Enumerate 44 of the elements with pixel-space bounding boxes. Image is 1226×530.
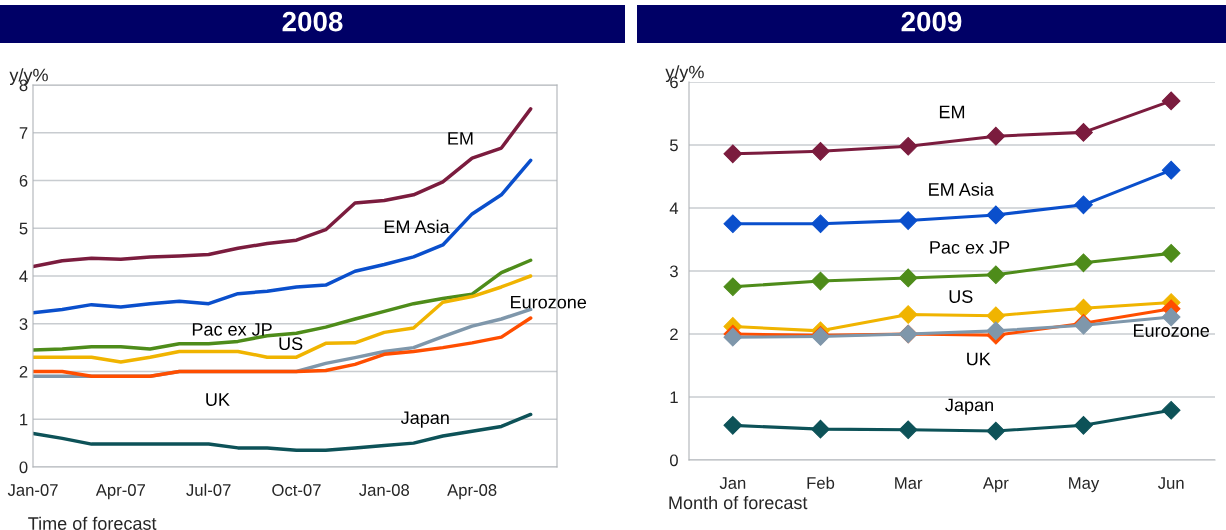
x-tick-label: May [1069,477,1100,493]
x-axis-title: Month of forecast [669,495,808,510]
y-tick-label: 7 [19,127,28,139]
y-tick-label: 1 [670,391,678,404]
series-label: EM [939,105,965,119]
y-tick-label: 6 [19,174,28,187]
y-tick-label: 3 [19,318,28,330]
chart-title: 2008 [282,11,343,32]
series-label: US [949,290,973,303]
y-tick-label: 4 [19,270,28,283]
x-tick-label: Apr [982,477,1009,493]
series-label: UK [967,352,991,366]
x-tick-label: Feb [807,476,835,489]
y-tick-label: 3 [669,265,678,278]
y-tick-label: 0 [669,454,678,467]
series-label: Pac ex JP [192,323,272,336]
y-tick-label: 0 [19,461,28,474]
series-label: EM Asia [929,182,994,196]
x-tick-label: Apr-08 [447,484,497,500]
series-label: Japan [945,398,993,415]
x-tick-label: Jan-08 [359,484,410,496]
chart-title: 2009 [901,11,962,32]
x-tick-label: Mar [895,477,923,489]
x-tick-label: Jun [1157,477,1184,489]
y-tick-label: 2 [19,365,28,378]
x-tick-label: Oct-07 [272,484,321,496]
series-label: Japan [400,411,449,428]
y-tick-label: 2 [670,328,678,341]
x-tick-label: Jul-07 [186,483,231,496]
x-tick-label: Apr-07 [95,484,145,500]
series-label: EM [448,132,473,145]
y-tick-label: 5 [19,222,28,235]
series-label: Eurozone [511,295,587,309]
series-label: US [279,337,303,351]
x-tick-label: Jan [719,477,746,489]
series-label: Eurozone [1134,324,1210,337]
x-axis-title: Time of forecast [28,516,157,530]
series-label: UK [206,393,230,406]
series-label: EM Asia [384,219,450,234]
series-label: Pac ex JP [930,241,1010,254]
x-tick-label: Jan-07 [7,484,58,496]
y-tick-label: 4 [669,202,679,215]
y-tick-label: 1 [20,413,28,426]
y-tick-label: 5 [669,139,678,152]
